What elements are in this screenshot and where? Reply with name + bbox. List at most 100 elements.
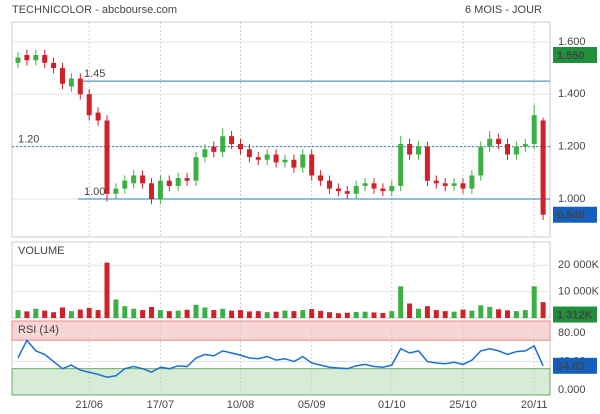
volume-bar <box>389 311 395 318</box>
candle-body <box>433 180 439 184</box>
volume-bar <box>184 309 190 318</box>
candle-body <box>407 144 413 155</box>
y-tick-label: 0.000 <box>558 384 586 396</box>
candle-body <box>282 159 288 163</box>
volume-bar <box>513 311 519 318</box>
volume-bar <box>15 310 21 318</box>
volume-bar <box>371 312 377 318</box>
volume-bar <box>122 306 128 318</box>
y-tick-label: 1.200 <box>558 141 586 153</box>
candle-body <box>33 54 39 61</box>
x-tick-label: 10/08 <box>227 399 255 411</box>
candle-body <box>202 149 208 158</box>
candle-body <box>300 154 306 168</box>
volume-bar <box>86 307 92 318</box>
overbought-band <box>11 320 551 341</box>
volume-bar <box>246 311 252 318</box>
candle-body <box>211 146 217 152</box>
candle-body <box>335 188 341 192</box>
candle-body <box>318 175 324 181</box>
volume-bar <box>149 306 154 318</box>
candle-body <box>77 78 83 95</box>
volume-bar <box>362 311 368 318</box>
x-tick-label: 17/07 <box>147 399 175 411</box>
candle-body <box>175 178 181 186</box>
volume-bar <box>104 262 110 318</box>
candle-body <box>220 136 226 152</box>
volume-bar <box>60 307 65 318</box>
volume-bar <box>264 312 270 318</box>
volume-bar <box>309 309 315 318</box>
candle-body <box>131 175 137 184</box>
candle-body <box>380 188 386 192</box>
volume-bar <box>291 311 297 318</box>
candle-body <box>193 157 199 181</box>
level-label: 1.00 <box>84 186 105 198</box>
candle-body <box>451 183 457 186</box>
candle-body <box>104 120 110 194</box>
level-label: 1.45 <box>84 68 105 80</box>
price-marker <box>553 206 597 223</box>
candle-body <box>246 149 252 158</box>
candle-body <box>353 185 359 194</box>
volume-bar <box>175 310 181 318</box>
x-tick-label: 25/10 <box>449 399 477 411</box>
candle-body <box>424 146 430 181</box>
volume-bar <box>273 311 279 318</box>
candle-body <box>309 154 315 176</box>
price-marker <box>553 357 597 374</box>
candle-body <box>487 138 493 147</box>
candle-body <box>229 136 235 145</box>
price-marker-label: 34.03 <box>557 361 585 373</box>
volume-bar <box>451 311 457 318</box>
y-tick-label: 80.00 <box>558 327 586 339</box>
volume-bar <box>113 299 119 318</box>
candle-body <box>51 62 57 69</box>
volume-bar <box>424 306 430 318</box>
candle-body <box>327 180 332 189</box>
candle-body <box>398 144 404 186</box>
volume-bar <box>496 309 502 318</box>
panel <box>11 21 551 238</box>
volume-bar <box>318 310 324 318</box>
candle-body <box>522 144 528 147</box>
candle-body <box>60 68 65 84</box>
level-label: 1.20 <box>18 134 39 146</box>
volume-bar <box>51 312 57 318</box>
y-tick-label: 1.400 <box>558 88 586 100</box>
volume-bar <box>24 311 30 318</box>
volume-bar <box>327 312 332 318</box>
volume-bar <box>33 308 39 318</box>
volume-bar <box>540 302 546 318</box>
x-tick-label: 01/10 <box>378 399 406 411</box>
y-tick-label: 10 000K <box>558 286 600 298</box>
x-tick-label: 21/06 <box>75 399 103 411</box>
volume-bar <box>442 311 448 318</box>
volume-bar <box>505 310 510 318</box>
candle-body <box>264 154 270 160</box>
price-marker <box>553 306 597 323</box>
volume-bar <box>157 310 163 318</box>
candle-body <box>531 115 537 145</box>
candle-body <box>513 146 519 155</box>
volume-bar <box>380 312 386 318</box>
volume-bar <box>202 307 208 318</box>
volume-bar <box>77 309 83 318</box>
volume-bar <box>300 310 306 318</box>
candle-body <box>389 185 395 192</box>
candle-body <box>442 183 448 186</box>
price-marker-label: 1.550 <box>557 50 585 62</box>
candle-body <box>478 146 484 176</box>
price-marker <box>553 46 597 63</box>
volume-bar <box>344 312 350 318</box>
volume-bar <box>522 310 528 318</box>
panel-title: RSI (14) <box>18 324 59 336</box>
candle-body <box>140 175 146 184</box>
candle-body <box>24 54 30 61</box>
candle-body <box>344 191 350 194</box>
candle-body <box>291 159 297 168</box>
volume-bar <box>140 310 146 318</box>
volume-bar <box>282 310 288 318</box>
volume-bar <box>335 313 341 318</box>
